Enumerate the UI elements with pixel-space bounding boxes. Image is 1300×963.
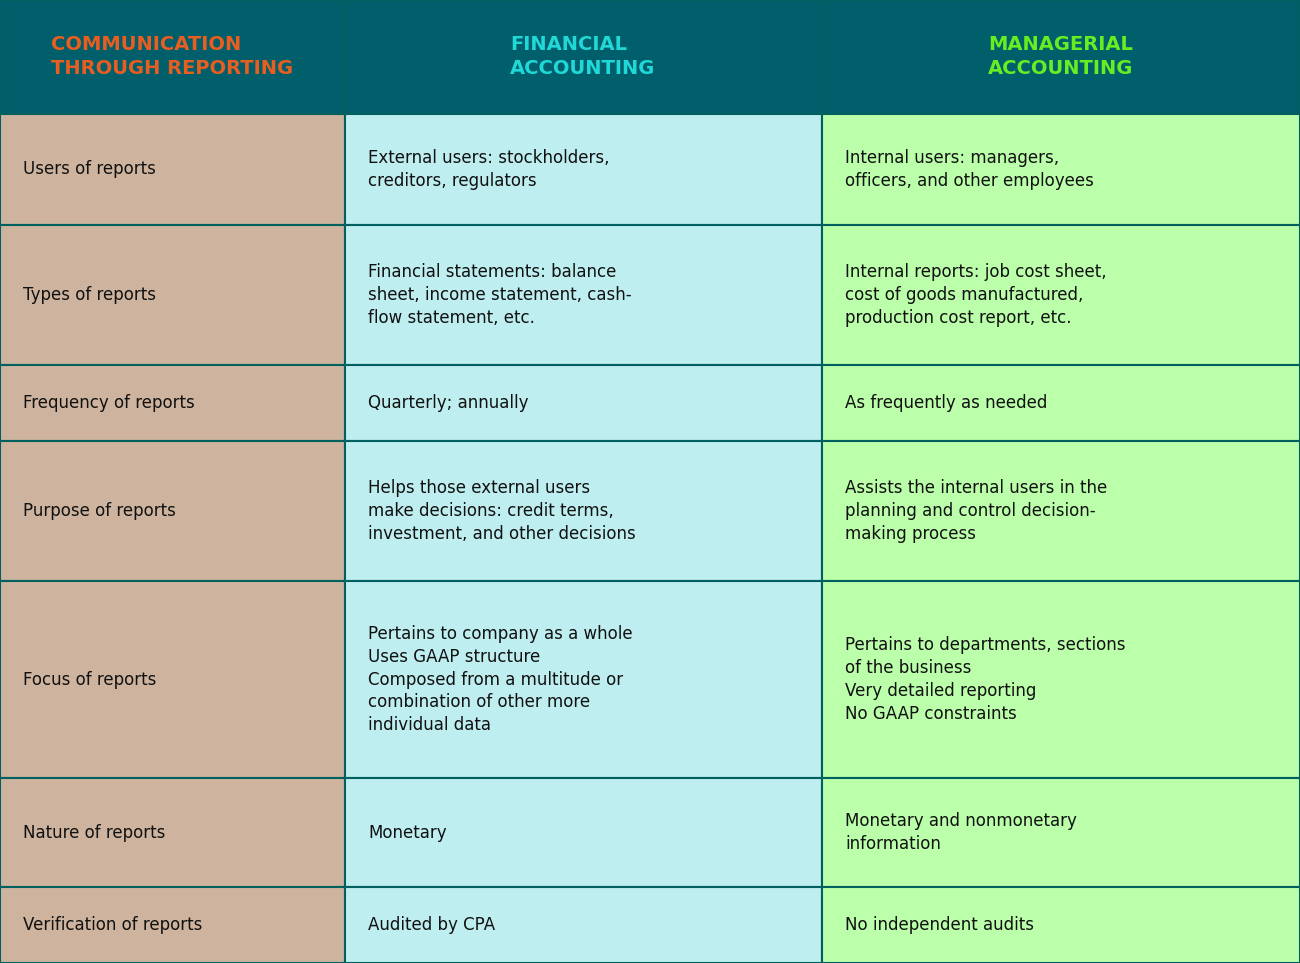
Text: Nature of reports: Nature of reports [23, 823, 166, 842]
Bar [0, 224, 344, 365]
Bar [822, 778, 1300, 887]
Text: FINANCIAL
ACCOUNTING: FINANCIAL ACCOUNTING [511, 36, 655, 78]
Bar [344, 887, 822, 963]
Bar [344, 778, 822, 887]
Text: Assists the internal users in the
planning and control decision-
making process: Assists the internal users in the planni… [845, 479, 1108, 543]
Text: Financial statements: balance
sheet, income statement, cash-
flow statement, etc: Financial statements: balance sheet, inc… [368, 263, 632, 326]
Bar [0, 441, 344, 581]
Bar [344, 581, 822, 778]
Bar [822, 581, 1300, 778]
Text: Quarterly; annually: Quarterly; annually [368, 394, 528, 412]
Bar [344, 365, 822, 441]
Text: Monetary and nonmonetary
information: Monetary and nonmonetary information [845, 812, 1076, 853]
Bar [0, 0, 344, 114]
Text: Focus of reports: Focus of reports [23, 670, 157, 689]
Bar [0, 887, 344, 963]
Text: Purpose of reports: Purpose of reports [23, 502, 177, 520]
Text: External users: stockholders,
creditors, regulators: External users: stockholders, creditors,… [368, 148, 610, 190]
Bar [344, 114, 822, 224]
Text: COMMUNICATION
THROUGH REPORTING: COMMUNICATION THROUGH REPORTING [51, 36, 294, 78]
Bar [822, 114, 1300, 224]
Text: As frequently as needed: As frequently as needed [845, 394, 1048, 412]
Bar [822, 365, 1300, 441]
Bar [344, 224, 822, 365]
Bar [0, 778, 344, 887]
Text: No independent audits: No independent audits [845, 916, 1034, 934]
Text: Pertains to departments, sections
of the business
Very detailed reporting
No GAA: Pertains to departments, sections of the… [845, 637, 1126, 723]
Text: Types of reports: Types of reports [23, 286, 156, 303]
Bar [0, 365, 344, 441]
Text: Internal users: managers,
officers, and other employees: Internal users: managers, officers, and … [845, 148, 1093, 190]
Bar [822, 441, 1300, 581]
Bar [0, 581, 344, 778]
Bar [0, 114, 344, 224]
Bar [344, 441, 822, 581]
Text: Verification of reports: Verification of reports [23, 916, 203, 934]
Text: Audited by CPA: Audited by CPA [368, 916, 495, 934]
Bar [822, 0, 1300, 114]
Bar [822, 224, 1300, 365]
Text: Users of reports: Users of reports [23, 160, 156, 178]
Text: MANAGERIAL
ACCOUNTING: MANAGERIAL ACCOUNTING [988, 36, 1134, 78]
Bar [822, 887, 1300, 963]
Bar [344, 0, 822, 114]
Text: Helps those external users
make decisions: credit terms,
investment, and other d: Helps those external users make decision… [368, 479, 636, 543]
Text: Internal reports: job cost sheet,
cost of goods manufactured,
production cost re: Internal reports: job cost sheet, cost o… [845, 263, 1106, 326]
Text: Frequency of reports: Frequency of reports [23, 394, 195, 412]
Text: Pertains to company as a whole
Uses GAAP structure
Composed from a multitude or
: Pertains to company as a whole Uses GAAP… [368, 625, 633, 735]
Text: Monetary: Monetary [368, 823, 446, 842]
